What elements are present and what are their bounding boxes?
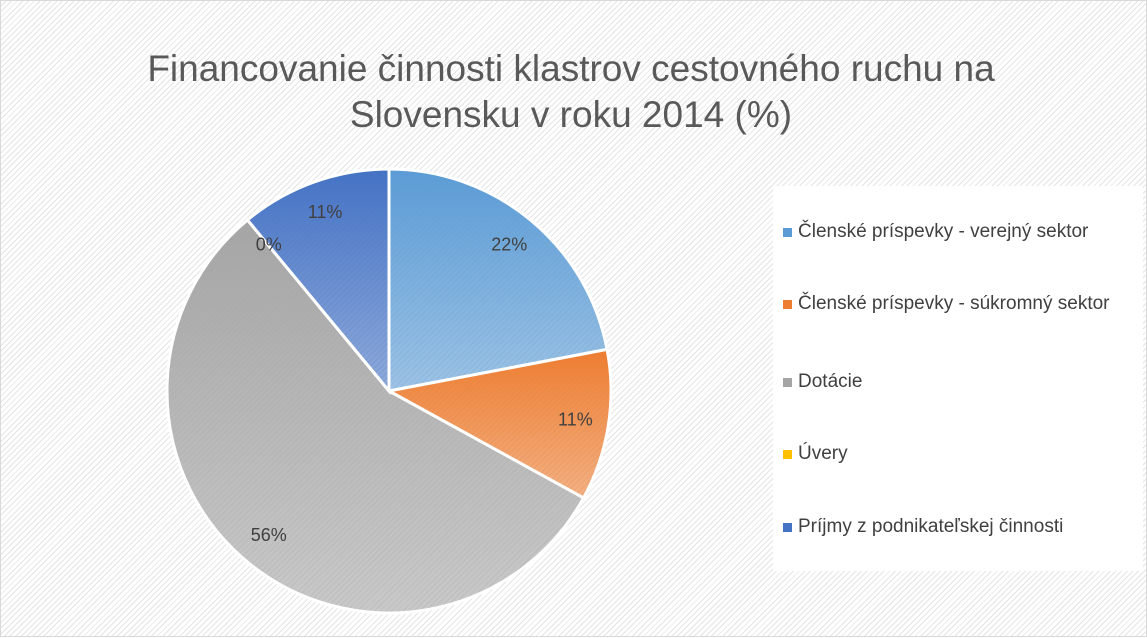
- legend-item: Dotácie: [783, 368, 1138, 396]
- data-label: 0%: [256, 234, 282, 254]
- pie-slice: [165, 217, 586, 615]
- legend-label: Členské príspevky - verejný sektor: [798, 221, 1089, 242]
- legend-label: Dotácie: [798, 371, 863, 392]
- legend-item: Príjmy z podnikateľskej činnosti: [783, 513, 1138, 541]
- legend-item: Úvery: [783, 440, 1138, 468]
- legend-swatch: [783, 523, 792, 532]
- legend-label: Členské príspevky - súkromný sektor: [798, 293, 1110, 314]
- legend: [773, 186, 1143, 571]
- legend-swatch: [783, 378, 792, 387]
- pie-slice: [384, 347, 613, 500]
- data-label: 22%: [491, 234, 527, 254]
- chart-title: Financovanie činnosti klastrov cestovnéh…: [147, 48, 995, 135]
- legend-label: Príjmy z podnikateľskej činnosti: [798, 516, 1064, 537]
- legend-swatch: [783, 300, 792, 309]
- pie-slice: [387, 167, 609, 393]
- legend-swatch: [783, 450, 792, 459]
- pie-slice: [245, 167, 391, 396]
- legend-item: Členské príspevky - verejný sektor: [783, 218, 1138, 246]
- data-label: 11%: [558, 409, 593, 429]
- legend-item: Členské príspevky - súkromný sektor: [783, 290, 1138, 318]
- data-label: 11%: [308, 202, 343, 222]
- legend-swatch: [783, 228, 792, 237]
- legend-label: Úvery: [798, 443, 848, 464]
- data-label: 56%: [251, 525, 287, 545]
